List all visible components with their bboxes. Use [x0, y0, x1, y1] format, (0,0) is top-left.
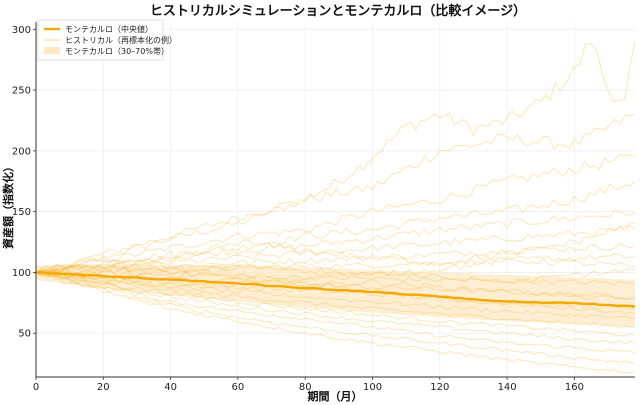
- historical-path: [36, 180, 636, 274]
- historical-path: [35, 225, 636, 275]
- chart-title: ヒストリカルシミュレーションとモンテカルロ（比較イメージ）: [150, 3, 526, 19]
- historical-path: [35, 271, 636, 300]
- y-tick-label: 50: [18, 329, 31, 340]
- axes: [35, 22, 635, 378]
- historical-path: [35, 269, 636, 286]
- y-tick-label: 300: [12, 25, 31, 36]
- historical-path: [35, 271, 636, 329]
- historical-path: [35, 271, 636, 374]
- tick-labels: 0 20 40 60 80 100 120 140 160 50 100 150 200 250 300: [12, 25, 584, 393]
- historical-path: [35, 271, 636, 337]
- x-tick-label: 40: [164, 382, 177, 393]
- y-tick-label: 250: [12, 86, 31, 97]
- x-tick-label: 80: [299, 382, 312, 393]
- x-tick-label: 60: [232, 382, 245, 393]
- x-tick-label: 140: [498, 382, 517, 393]
- median-layer: [36, 271, 636, 308]
- x-tick-label: 120: [430, 382, 449, 393]
- y-tick-label: 100: [12, 268, 31, 279]
- legend-paths-label: ヒストリカル（再標本化の例）: [65, 35, 177, 45]
- historical-path: [35, 271, 636, 365]
- x-tick-label: 0: [33, 382, 39, 393]
- x-tick-label: 100: [363, 382, 382, 393]
- y-tick-label: 200: [12, 146, 31, 157]
- historical-path: [35, 263, 636, 301]
- median-line: [36, 271, 636, 308]
- y-tick-label: 150: [12, 207, 31, 218]
- legend: モンテカルロ（中央値） ヒストリカル（再標本化の例） モンテカルロ（30–70%…: [37, 19, 177, 61]
- historical-path: [35, 153, 636, 273]
- legend-median-label: モンテカルロ（中央値）: [65, 24, 153, 34]
- historical-path: [35, 271, 636, 354]
- historical-path: [35, 258, 636, 315]
- historical-path: [35, 209, 636, 274]
- historical-path: [35, 242, 636, 275]
- historical-path: [35, 222, 636, 276]
- historical-path: [35, 270, 636, 345]
- legend-band-label: モンテカルロ（30–70%帯）: [65, 46, 169, 56]
- historical-path: [35, 271, 636, 320]
- x-tick-label: 160: [565, 382, 584, 393]
- x-axis-label: 期間（月）: [308, 389, 363, 403]
- historical-path: [35, 41, 636, 273]
- y-axis-label: 資産額（指数化）: [1, 161, 15, 249]
- legend-band-swatch: [44, 47, 60, 54]
- historical-path: [35, 253, 636, 275]
- historical-paths: [35, 41, 636, 374]
- historical-path: [35, 268, 636, 290]
- grid: [35, 22, 635, 377]
- historical-path: [35, 113, 636, 273]
- x-tick-label: 20: [97, 382, 110, 393]
